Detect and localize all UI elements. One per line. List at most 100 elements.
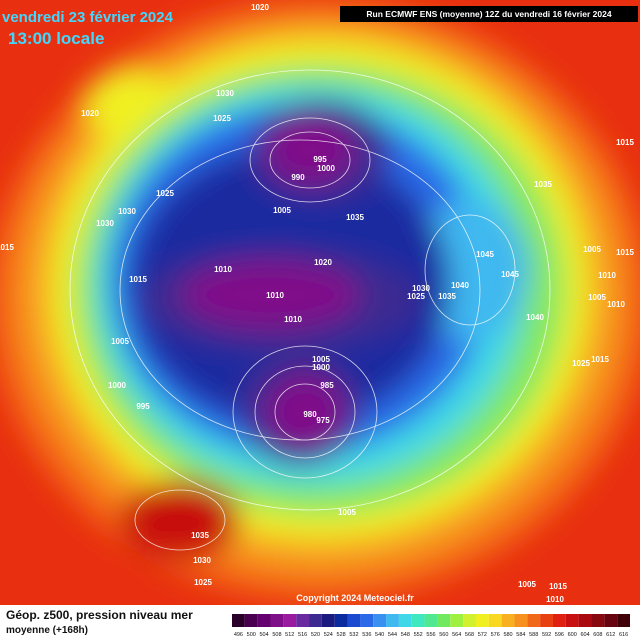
footer-title: Géop. z500, pression niveau mer	[6, 608, 193, 622]
isobar-label: 1005	[111, 337, 129, 346]
isobar-label: 980	[303, 410, 317, 419]
colorbar-swatch	[360, 614, 374, 627]
isobar-label: 1035	[191, 531, 209, 540]
colorbar-label: 516	[298, 632, 307, 638]
colorbar-label: 540	[375, 632, 384, 638]
isobar-label: 1010	[607, 300, 625, 309]
colorbar-label: 580	[503, 632, 512, 638]
colorbar-label: 596	[555, 632, 564, 638]
isobar-label: 995	[313, 155, 327, 164]
time: 13:00 locale	[8, 29, 104, 48]
colorbar-label: 564	[452, 632, 461, 638]
colorbar-swatch	[475, 614, 489, 627]
colorbar-label: 572	[478, 632, 487, 638]
colorbar-swatch	[386, 614, 399, 627]
colorbar-label: 508	[272, 632, 281, 638]
colorbar-label: 504	[260, 632, 269, 638]
isobar-label: 1025	[407, 292, 425, 301]
isobar-label: 1030	[412, 284, 430, 293]
colorbar-swatch	[450, 614, 464, 627]
colorbar-swatch	[334, 614, 348, 627]
colorbar-swatch	[463, 614, 476, 627]
isobar-label: 1035	[534, 180, 552, 189]
isobar-label: 1015	[549, 582, 567, 591]
colorbar-label: 536	[362, 632, 371, 638]
isobar-label: 1010	[598, 271, 616, 280]
colorbar-label: 608	[593, 632, 602, 638]
colorbar-label: 588	[529, 632, 538, 638]
colorbar-label: 612	[606, 632, 615, 638]
isobar-label: 1005	[338, 508, 356, 517]
isobar-label: 1025	[213, 114, 231, 123]
isobar-label: 1045	[476, 250, 494, 259]
colorbar-label: 552	[414, 632, 423, 638]
colorbar-swatch	[540, 614, 553, 627]
isobar-label: 1035	[438, 292, 456, 301]
isobar-label: 1010	[546, 595, 564, 604]
colorbar-swatch	[347, 614, 361, 627]
isobar-label: 1015	[129, 275, 147, 284]
colorbar-label: 604	[580, 632, 589, 638]
isobar-label: 1020	[81, 109, 99, 118]
colorbar-swatch	[565, 614, 579, 627]
colorbar-swatch	[309, 614, 322, 627]
isobar-label: 1015	[591, 355, 609, 364]
colorbar-swatch	[527, 614, 541, 627]
isobar-label: 995	[136, 402, 150, 411]
colorbar-swatch	[437, 614, 451, 627]
isobar-label: 1035	[346, 213, 364, 222]
colorbar-label: 576	[491, 632, 500, 638]
isobar-label: 1045	[501, 270, 519, 279]
isobar-label: 1030	[118, 207, 136, 216]
isobar-label: 1025	[572, 359, 590, 368]
colorbar-swatch	[296, 614, 310, 627]
colorbar-label: 512	[285, 632, 294, 638]
colorbar-label: 568	[465, 632, 474, 638]
run-info: Run ECMWF ENS (moyenne) 12Z du vendredi …	[366, 9, 611, 19]
isobar-label: 1010	[214, 265, 232, 274]
colorbar-swatch	[257, 614, 271, 627]
isobar-label: 1020	[314, 258, 332, 267]
isobar-label: 975	[316, 416, 330, 425]
colorbar-swatch	[321, 614, 335, 627]
isobar-label: 990	[291, 173, 305, 182]
colorbar-swatch	[232, 614, 245, 627]
date: vendredi 23 février 2024	[2, 9, 174, 26]
field	[0, 0, 640, 600]
colorbar-label: 528	[337, 632, 346, 638]
colorbar-swatch	[270, 614, 284, 627]
isobar-label: 1030	[216, 89, 234, 98]
isobar-label: 1030	[96, 219, 114, 228]
colorbar-swatch	[617, 614, 630, 627]
isobar-label: 1030	[193, 556, 211, 565]
colorbar-swatch	[604, 614, 618, 627]
isobar-label: 1015	[616, 138, 634, 147]
isobar-label: 1005	[312, 355, 330, 364]
isobar-label: 1040	[451, 281, 469, 290]
colorbar: 496 500 504 508 512 516 520 524 528 532 536 540 544 5…	[232, 614, 630, 638]
colorbar-swatch	[373, 614, 387, 627]
isobar-label: 1015	[0, 243, 14, 252]
colorbar-swatch	[552, 614, 566, 627]
run-box	[340, 6, 638, 22]
isobar-label: 1005	[273, 206, 291, 215]
isobar-label: 1000	[317, 164, 335, 173]
isobar-label: 1010	[266, 291, 284, 300]
colorbar-label: 524	[324, 632, 333, 638]
colorbar-swatch	[591, 614, 605, 627]
isobar-label: 1005	[518, 580, 536, 589]
isobar-label: 1040	[526, 313, 544, 322]
colorbar-label: 584	[516, 632, 525, 638]
isobar-labels: 1020103010201025995100099010251005103510…	[0, 3, 634, 604]
colorbar-swatch	[424, 614, 438, 627]
copyright: Copyright 2024 Meteociel.fr	[296, 593, 414, 603]
colorbar-swatch	[514, 614, 528, 627]
isobar-label: 1000	[312, 363, 330, 372]
colorbar-label: 500	[247, 632, 256, 638]
colorbar-label: 548	[401, 632, 410, 638]
isobars	[69, 69, 551, 551]
colorbar-label: 592	[542, 632, 551, 638]
colorbar-label: 520	[311, 632, 320, 638]
colorbar-swatch	[488, 614, 502, 627]
